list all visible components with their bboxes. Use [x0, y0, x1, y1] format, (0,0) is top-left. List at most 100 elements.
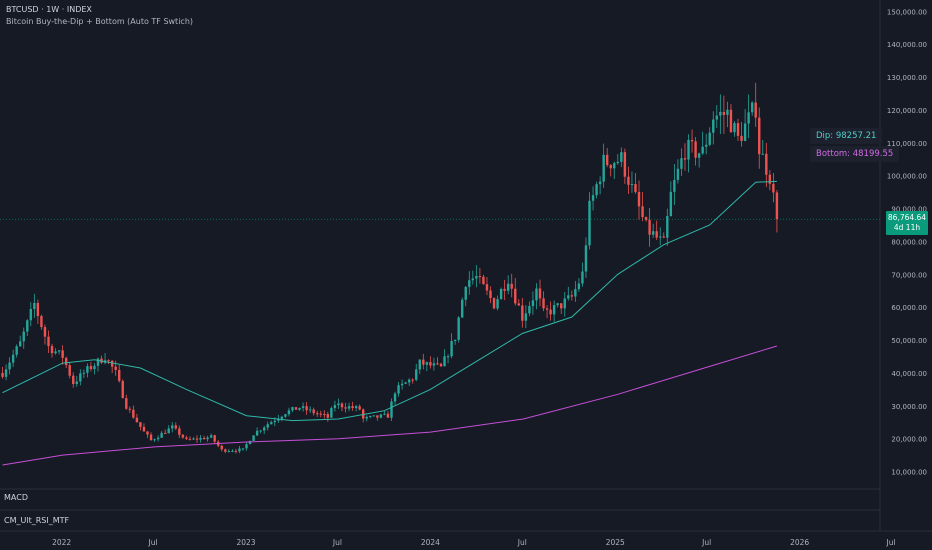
candle — [747, 94, 750, 139]
candle — [301, 402, 305, 412]
candle — [224, 448, 227, 454]
candle — [627, 166, 630, 195]
candle — [383, 410, 386, 416]
candle — [163, 429, 167, 434]
candle — [365, 415, 368, 422]
candle — [241, 448, 245, 451]
candle — [602, 143, 605, 188]
candle — [492, 297, 496, 310]
indicator-title: Bitcoin Buy-the-Dip + Bottom (Auto TF Sw… — [6, 17, 194, 26]
candle — [174, 422, 177, 431]
candle — [393, 391, 397, 406]
candle — [471, 270, 475, 285]
price-tag-countdown: 4d 11h — [893, 223, 921, 232]
candle — [404, 381, 407, 385]
candle — [195, 435, 199, 443]
candle — [598, 176, 602, 195]
candle — [362, 408, 365, 423]
candle — [178, 425, 181, 438]
candle — [110, 359, 114, 374]
candle — [461, 297, 464, 318]
candle — [245, 441, 248, 451]
candle — [22, 327, 25, 349]
candle — [680, 148, 683, 177]
candle — [549, 301, 552, 321]
candle — [630, 171, 634, 193]
candle — [298, 407, 301, 411]
macd-label[interactable]: MACD — [4, 493, 28, 502]
candle — [330, 406, 333, 418]
y-tick-label: 30,000.00 — [891, 403, 927, 411]
candle — [453, 339, 457, 345]
candle — [238, 446, 241, 454]
candle — [199, 435, 202, 443]
y-tick-label: 90,000.00 — [891, 206, 927, 214]
candle — [407, 378, 411, 386]
candle — [160, 431, 163, 438]
candle — [347, 402, 351, 412]
candle — [294, 407, 298, 410]
candle — [556, 302, 559, 308]
candle — [662, 232, 665, 239]
y-tick-label: 130,000.00 — [887, 74, 927, 82]
candle — [531, 291, 535, 315]
candle — [613, 161, 616, 179]
candle — [400, 379, 404, 390]
candle — [397, 381, 400, 397]
candle — [475, 265, 478, 288]
x-tick-label: Jul — [517, 538, 527, 547]
candle — [418, 359, 421, 375]
candle — [429, 356, 432, 369]
candle — [450, 333, 453, 359]
candle — [390, 398, 393, 421]
candle — [510, 273, 513, 298]
candle — [701, 131, 704, 155]
candle — [591, 186, 595, 211]
candle — [570, 290, 574, 301]
candle — [354, 404, 358, 412]
candle — [125, 394, 128, 410]
candle — [82, 369, 86, 378]
candle — [344, 402, 347, 413]
candle — [79, 369, 82, 386]
y-tick-label: 80,000.00 — [891, 238, 927, 246]
candle — [376, 415, 379, 421]
candle — [68, 362, 71, 379]
candle — [234, 448, 238, 454]
candle — [581, 262, 584, 287]
candle — [287, 407, 291, 417]
candle — [227, 449, 231, 453]
candle — [33, 293, 36, 318]
candle — [535, 283, 538, 310]
y-tick-label: 10,000.00 — [891, 469, 927, 477]
candle — [93, 363, 96, 375]
candle — [609, 164, 612, 177]
candle — [542, 291, 545, 312]
y-tick-label: 70,000.00 — [891, 271, 927, 279]
candle — [262, 425, 266, 435]
candle — [248, 440, 252, 445]
candle — [750, 101, 754, 116]
candle — [761, 139, 764, 155]
candle — [676, 159, 680, 184]
candle — [206, 435, 209, 442]
candle — [259, 429, 262, 434]
candle — [605, 147, 609, 168]
candle — [153, 438, 156, 442]
candle — [485, 277, 489, 296]
candle — [464, 285, 467, 307]
candle — [305, 402, 308, 415]
candle — [648, 207, 651, 247]
candle — [634, 173, 637, 194]
candle — [697, 152, 701, 168]
candle — [139, 422, 142, 431]
rsi-label[interactable]: CM_Ult_RSI_MTF — [4, 516, 70, 525]
candle — [552, 300, 556, 322]
x-tick-label: 2026 — [790, 538, 809, 547]
candle — [623, 148, 627, 184]
candle — [107, 359, 110, 365]
candle — [666, 208, 669, 246]
candle — [514, 278, 517, 306]
candle — [765, 143, 768, 188]
